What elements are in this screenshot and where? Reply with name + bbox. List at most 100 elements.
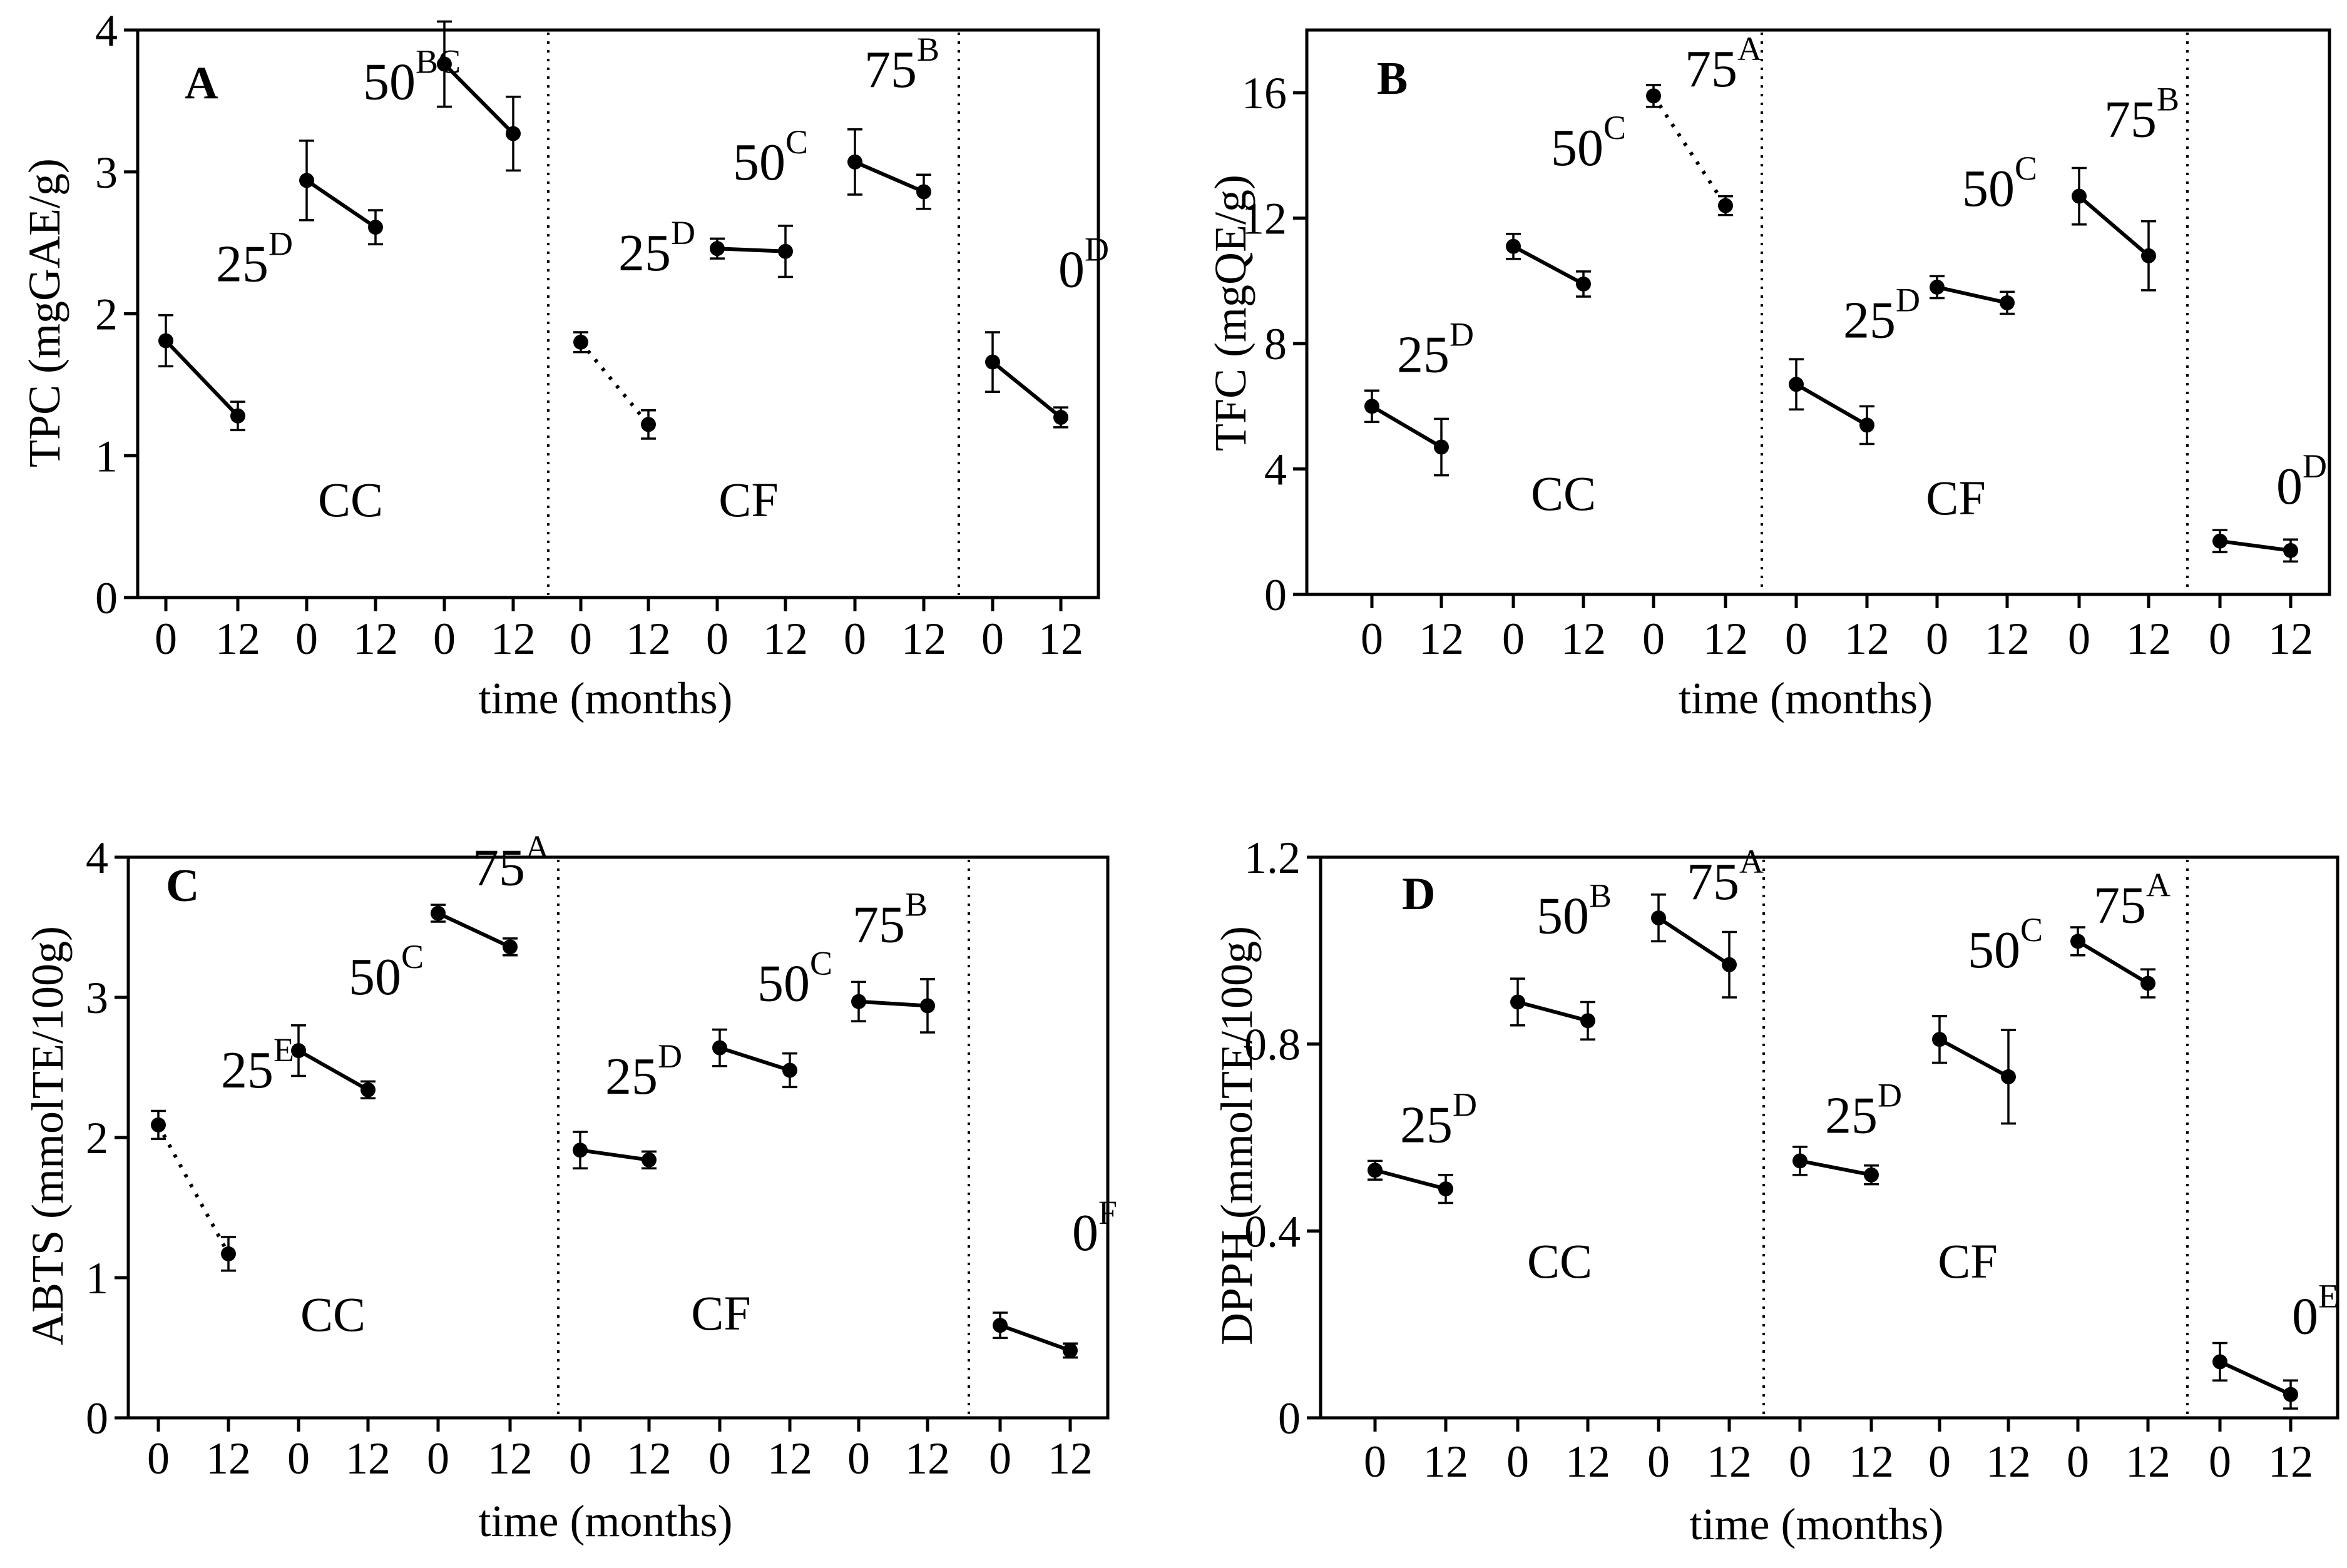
panel-D-y-tick-label-0: 0 [1278,1393,1301,1443]
panel-A-series-3-level-value: 25 [618,224,671,282]
panel-A-x-tick-label-8: 0 [706,614,729,664]
panel-D-x-tick-label-7: 12 [1849,1437,1894,1487]
panel-C-series-0-level-label: 25E [221,1031,294,1099]
panel-D-x-tick-label-2: 0 [1506,1437,1529,1487]
panel-B-y-tick-label-0: 0 [1264,570,1287,620]
panel-A-y-tick-label-3: 3 [95,148,118,198]
panel-D-series-2-point-1 [1722,957,1737,972]
panel-B-x-tick-label-5: 12 [1703,614,1748,664]
panel-C-series-2-point-1 [503,939,518,955]
panel-B-series-5-significance-letter: B [2157,81,2179,118]
panel-B-x-axis-title: time (months) [1679,673,1933,723]
panel-B-series-0-significance-letter: D [1450,315,1474,353]
panel-C-letter: C [166,860,199,912]
panel-C-series-1-significance-letter: C [401,938,424,975]
panel-C-series-1-line [297,1049,369,1092]
panel-C-series-2: 75A [431,829,550,957]
panel-D-series-0-significance-letter: D [1453,1086,1477,1123]
panel-D-x-axis-title: time (months) [1690,1499,1944,1549]
panel-A-series-5-level-label: 75B [864,31,939,99]
panel-D-x-tick-label-13: 12 [2268,1437,2313,1487]
panel-C-series-6-point-1 [1063,1343,1078,1358]
panel-A-x-tick-label-3: 12 [353,614,398,664]
panel-C-series-0-level-value: 25 [221,1041,274,1099]
panel-C-series-4-level-label: 50C [757,945,832,1013]
panel-D-y-tick-label-3: 1.2 [1244,833,1301,883]
panel-C-series-0: 25E [151,1031,294,1272]
panel-C-series-6-line [999,1323,1071,1353]
panel-C-x-tick-label-5: 12 [488,1433,533,1484]
panel-B-series-1-significance-letter: C [1603,109,1626,146]
panel-A-series-4-level-value: 50 [733,133,785,191]
panel-A-x-tick-label-13: 12 [1038,614,1083,664]
panel-A-series-2-point-1 [506,126,521,141]
panel-B-series-0-level-label: 25D [1397,315,1474,384]
panel-B-series-4-level-value: 50 [1962,160,2015,218]
panel-A-series-1-level-value: 50 [363,53,416,111]
panel-B-series-0: 25D [1364,315,1474,477]
panel-A-series-0: 25D [158,225,293,432]
panel-C-series-3-point-1 [642,1152,657,1168]
panel-D-series-1-level-value: 50 [1537,887,1589,945]
panel-D-series-4-level-value: 50 [1968,921,2020,979]
panel-C-series-4-significance-letter: C [810,945,832,982]
panel-C-series-2-point-0 [431,905,446,921]
panel-B-y-tick-label-2: 8 [1264,319,1287,369]
panel-B-series-4-level-label: 50C [1962,150,2037,218]
panel-D-series-5: 75A [2070,866,2171,999]
panel-D-series-6: 0E [2212,1277,2339,1410]
panel-B-series-1: 50C [1506,109,1626,298]
panel-D-x-tick-label-5: 12 [1707,1437,1752,1487]
panel-A-series-5-point-1 [916,184,931,200]
panel-A-series-0-significance-letter: D [268,225,293,263]
panel-B-series-3-level-label: 25D [1843,281,1920,349]
panel-C-series-5-significance-letter: B [905,886,928,924]
panel-C-x-tick-label-13: 12 [1048,1433,1093,1484]
panel-C-series-2-significance-letter: A [525,829,550,867]
panel-C-x-tick-label-7: 12 [626,1433,672,1484]
panel-A-series-3-level-label: 25D [618,214,695,282]
panel-B-y-tick-label-1: 4 [1264,445,1287,495]
panel-A-series-1-level-label: 50BC [363,43,461,111]
panel-A-x-tick-label-12: 0 [981,614,1004,664]
panel-D-series-4-point-1 [2001,1069,2016,1084]
panel-B-x-tick-label-6: 0 [1785,614,1808,664]
panel-D-series-3-significance-letter: D [1878,1076,1902,1114]
panel-C-series-1-level-label: 50C [349,938,424,1006]
panel-B-series-5-level-label: 75B [2104,81,2179,149]
panel-A-series-6-level-label: 0D [1058,231,1109,299]
panel-C-group-label-cf: CF [691,1286,750,1340]
panel-D-group-label-cc: CC [1527,1234,1592,1288]
panel-A-series-6: 0D [985,231,1109,429]
panel-A-series-2-point-0 [437,56,452,72]
panel-B-series-5-line [2078,195,2150,258]
panel-C-series-5-level-value: 75 [852,896,905,954]
panel-C-series-2-level-label: 75A [473,829,550,897]
panel-C-series-5: 75B [851,886,935,1034]
panel-B-x-tick-label-13: 12 [2268,614,2313,664]
panel-D-y-tick-label-1: 0.4 [1244,1206,1301,1256]
panel-B-series-5: 75B [2072,81,2179,292]
panel-A-series-3: 25D [573,214,695,440]
panel-A-series-2-level-value: 75 [451,0,503,1]
panel-B-x-tick-label-8: 0 [1926,614,1948,664]
panel-A-series-6-level-value: 0 [1058,241,1085,299]
panel-D-x-tick-label-1: 12 [1423,1437,1468,1487]
panel-B-letter: B [1377,53,1408,104]
panel-A-x-tick-label-7: 12 [626,614,671,664]
panel-D-frame [1319,855,2339,1420]
panel-C-series-1-point-1 [360,1082,376,1097]
panel-C-series-6-level-label: 0F [1072,1194,1117,1262]
panel-B-y-axis-title: TFC (mgQE/g) [1205,175,1255,451]
panel-A-x-tick-label-0: 0 [155,614,177,664]
panel-A-series-3-significance-letter: D [671,214,695,252]
panel-B-series-1-level-value: 50 [1551,119,1603,177]
panel-B-frame [1305,28,2331,596]
panel-B-series-1-point-1 [1576,276,1591,292]
panel-D-x-tick-label-11: 12 [2125,1437,2171,1487]
panel-D-series-3-point-0 [1792,1153,1808,1169]
panel-B-series-6-line [2219,539,2291,552]
